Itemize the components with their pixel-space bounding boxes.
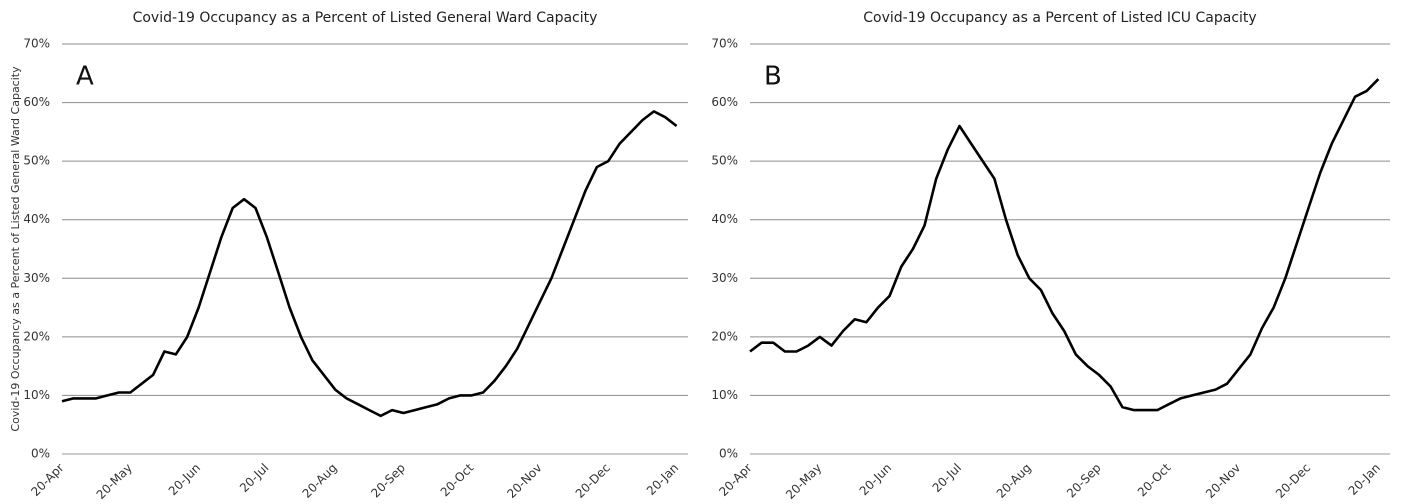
x-tick-label: 20-May: [94, 461, 135, 502]
x-tick-label: 20-May: [783, 461, 824, 502]
y-tick-label: 0%: [31, 447, 50, 461]
y-tick-label: 60%: [23, 95, 50, 109]
y-tick-label: 10%: [23, 388, 50, 402]
x-tick-label: 20-Jul: [237, 461, 271, 495]
x-tick-label: 20-Nov: [504, 461, 544, 501]
x-tick-label: 20-Oct: [438, 460, 477, 499]
y-tick-label: 50%: [711, 154, 738, 168]
x-tick-label: 20-Jun: [857, 461, 894, 498]
x-tick-label: 20-Jan: [1346, 461, 1383, 498]
x-tick-label: 20-Jul: [930, 461, 964, 495]
y-axis-label: Covid-19 Occupancy as a Percent of Liste…: [9, 66, 22, 432]
x-tick-label: 20-Jun: [166, 461, 203, 498]
x-tick-label: 20-Aug: [994, 461, 1034, 501]
y-tick-label: 60%: [711, 95, 738, 109]
x-tick-label: 20-Jan: [644, 461, 681, 498]
x-tick-label: 20-Apr: [716, 461, 754, 499]
x-tick-label: 20-Sep: [368, 461, 408, 501]
y-tick-label: 20%: [23, 329, 50, 343]
y-tick-label: 70%: [23, 37, 50, 51]
x-tick-label: 20-Oct: [1135, 460, 1174, 499]
chart-title: Covid-19 Occupancy as a Percent of Liste…: [863, 10, 1256, 26]
y-tick-label: 30%: [23, 271, 50, 285]
y-tick-label: 20%: [711, 329, 738, 343]
y-tick-label: 70%: [711, 37, 738, 51]
data-line: [749, 78, 1380, 412]
y-tick-label: 30%: [711, 271, 738, 285]
panel-label: A: [76, 62, 94, 92]
x-tick-label: 20-Nov: [1203, 461, 1243, 501]
x-tick-label: 20-Apr: [28, 461, 66, 499]
y-tick-label: 40%: [23, 212, 50, 226]
x-tick-label: 20-Dec: [1273, 461, 1313, 501]
x-tick-label: 20-Sep: [1064, 461, 1104, 501]
chart-title: Covid-19 Occupancy as a Percent of Liste…: [133, 10, 598, 26]
x-tick-label: 20-Aug: [300, 461, 340, 501]
y-tick-label: 0%: [719, 447, 738, 461]
data-line: [61, 110, 678, 418]
y-tick-label: 50%: [23, 154, 50, 168]
panel-label: B: [764, 62, 782, 92]
x-tick-label: 20-Dec: [573, 461, 613, 501]
y-tick-label: 10%: [711, 388, 738, 402]
y-tick-label: 40%: [711, 212, 738, 226]
